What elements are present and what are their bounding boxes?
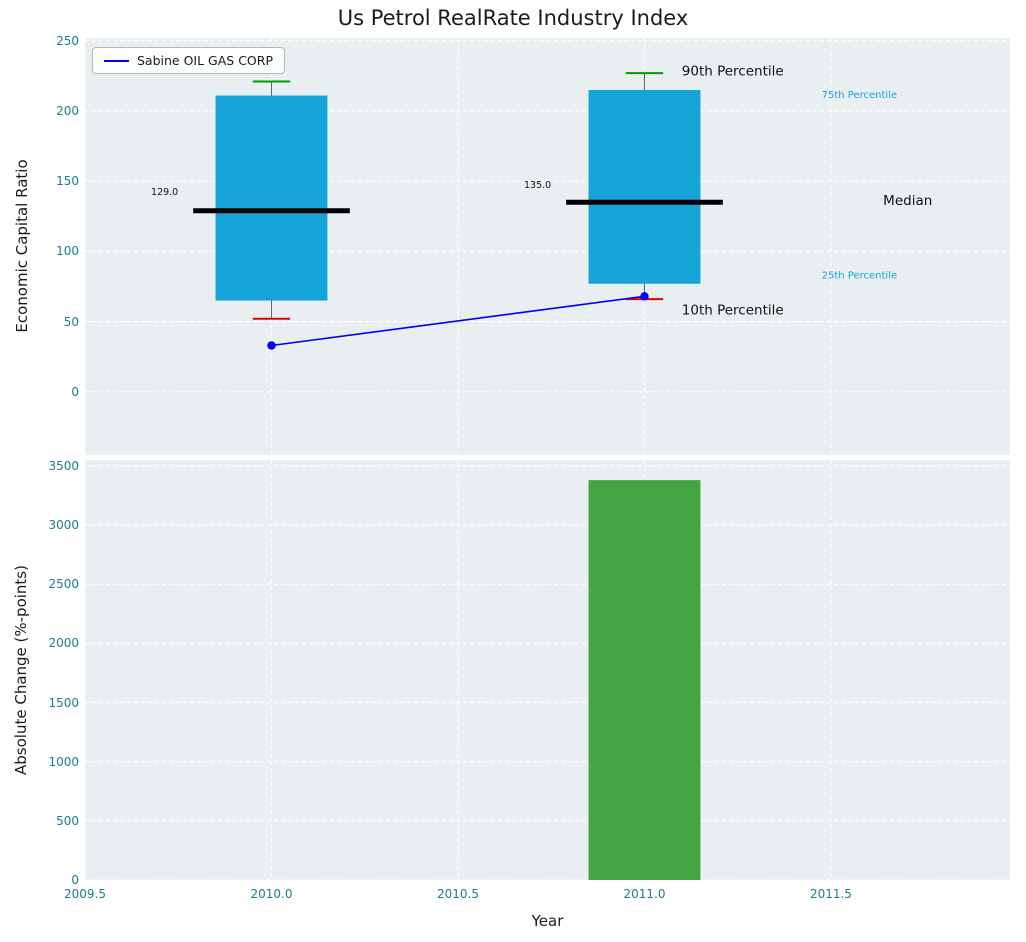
y-tick-label: 500 [56, 813, 79, 828]
company-line [271, 295, 645, 347]
y-tick-label: 3500 [48, 458, 79, 473]
top-plot-area: 90th Percentile 10th Percentile 75th Perce… [85, 38, 1010, 455]
percentile-box [215, 95, 328, 301]
legend: Sabine OIL GAS CORP [92, 47, 285, 74]
y-tick-label: 100 [56, 244, 79, 259]
annotation-text: 25th Percentile [822, 270, 898, 281]
y-tick-label: 1500 [48, 695, 79, 710]
annotation-text: 135.0 [524, 180, 551, 191]
y-tick-label: 1000 [48, 754, 79, 769]
x-tick-label: 2010.5 [436, 887, 479, 901]
y-tick-label: 2500 [48, 577, 79, 592]
x-tick-label: 2011.5 [809, 887, 852, 901]
annotation-text: 129.0 [151, 187, 178, 198]
legend-line-sample [104, 59, 129, 62]
boxplot-chart: 90th Percentile 10th Percentile 75th Perce… [85, 38, 1010, 455]
bar-chart [85, 460, 1010, 880]
percentile-box [588, 89, 701, 284]
annotation-text: 10th Percentile [682, 302, 784, 318]
bottom-plot-area [85, 460, 1010, 880]
y-tick-label: 2000 [48, 636, 79, 651]
y-tick-label: 0 [71, 384, 79, 399]
x-tick-label: 2010.0 [250, 887, 293, 901]
change-bar [588, 480, 701, 880]
annotation-text: 75th Percentile [822, 90, 898, 101]
company-point [267, 341, 276, 350]
bottom-y-axis-label: Absolute Change (%-points) [12, 565, 30, 775]
annotation-text: Median [883, 193, 932, 209]
y-tick-label: 0 [71, 873, 79, 887]
annotation-text: 90th Percentile [682, 64, 784, 80]
y-tick-label: 3000 [48, 518, 79, 533]
top-y-axis-label: Economic Capital Ratio [13, 159, 31, 333]
x-tick-label: 2009.5 [64, 887, 106, 901]
chart-title: Us Petrol RealRate Industry Index [337, 6, 689, 30]
y-tick-label: 200 [56, 104, 79, 118]
legend-label: Sabine OIL GAS CORP [137, 53, 273, 68]
company-point [640, 292, 649, 301]
y-tick-label: 250 [56, 33, 79, 48]
y-tick-label: 50 [63, 314, 79, 329]
y-tick-label: 150 [56, 174, 79, 189]
x-axis-label: Year [531, 912, 564, 930]
x-tick-label: 2011.0 [623, 887, 666, 901]
